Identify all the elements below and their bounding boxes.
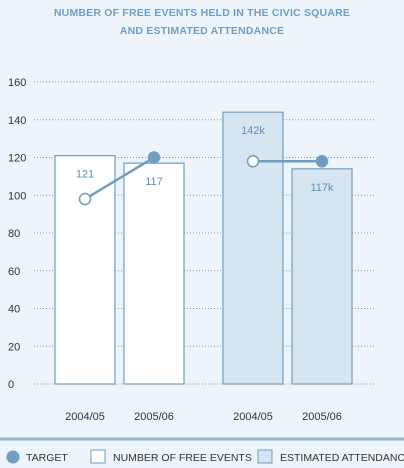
- legend-swatch-target: [6, 450, 20, 464]
- bars: [54, 111, 353, 385]
- y-tick-label-140: 140: [8, 115, 26, 127]
- legend-label-2: NUMBER OF FREE EVENTS: [113, 452, 252, 464]
- y-axis-ticks: 0 20 40 60 80 100 120 140 160: [8, 77, 26, 391]
- target-point-1-1: [78, 192, 92, 206]
- x-axis-ticks: 2004/05 2005/06 2004/05 2005/06: [65, 411, 342, 423]
- target-line-1: [84, 156, 155, 201]
- data-labels: 121 117 142k 117k: [76, 125, 334, 194]
- x-tick-label-1-1: 2004/05: [65, 411, 105, 423]
- bar-1-2005-06: [123, 162, 185, 385]
- target-markers: [78, 151, 329, 206]
- legend: TARGET NUMBER OF FREE EVENTS ESTIMATED ATT…: [0, 437, 404, 464]
- x-tick-label-2-2: 2005/06: [302, 411, 342, 423]
- legend-swatch-2: [90, 449, 106, 464]
- bar-2-2005-06: [291, 168, 353, 385]
- target-point-2-1: [246, 155, 260, 168]
- data-label-2-2: 117k: [310, 182, 334, 194]
- bar-1-2004-05: [54, 155, 116, 385]
- chart-title: NUMBER OF FREE EVENTS HELD IN THE CIVIC …: [54, 7, 350, 37]
- y-tick-label-100: 100: [8, 190, 26, 202]
- x-tick-label-2-1: 2004/05: [233, 411, 273, 423]
- target-point-2-2: [315, 155, 329, 168]
- x-tick-label-1-2: 2005/06: [134, 411, 174, 423]
- legend-swatch-3: [257, 449, 273, 464]
- bar-2-2004-05: [222, 111, 284, 385]
- chart-title-line-1: NUMBER OF FREE EVENTS HELD IN THE CIVIC …: [54, 7, 350, 19]
- y-tick-label-120: 120: [8, 153, 26, 165]
- data-label-1-1: 121: [76, 169, 94, 181]
- y-tick-label-160: 160: [8, 77, 26, 89]
- y-tick-label-40: 40: [8, 304, 20, 316]
- y-tick-label-60: 60: [8, 266, 20, 278]
- legend-label-1: TARGET: [26, 452, 68, 464]
- data-label-2-1: 142k: [241, 125, 265, 137]
- y-tick-label-20: 20: [8, 341, 20, 353]
- data-label-1-2: 117: [145, 176, 163, 188]
- y-tick-label-80: 80: [8, 228, 20, 240]
- legend-label-3: ESTIMATED ATTENDANCE: [280, 452, 404, 464]
- chart-title-line-2: AND ESTIMATED ATTENDANCE: [120, 25, 284, 37]
- target-point-1-2: [147, 151, 161, 164]
- y-tick-label-0: 0: [8, 379, 14, 391]
